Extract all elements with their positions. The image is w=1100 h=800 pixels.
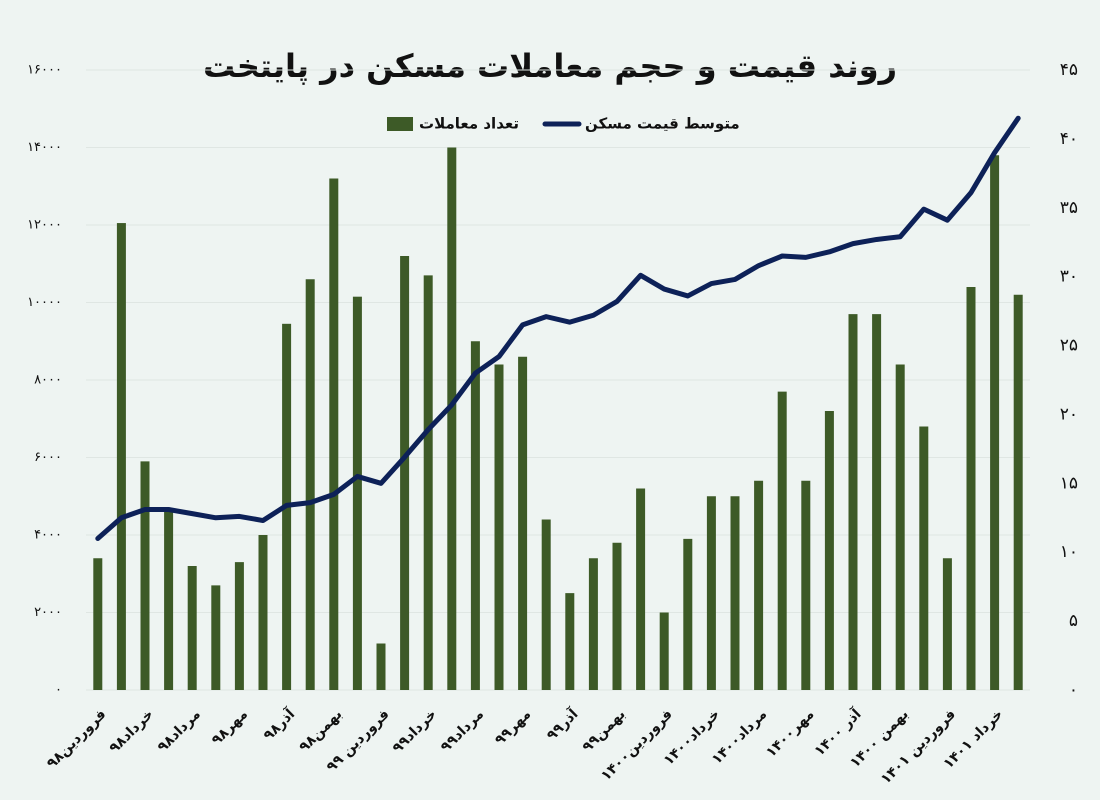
bar	[140, 461, 150, 690]
y-tick-label: ۱۰۰۰۰	[27, 295, 62, 310]
bar	[518, 356, 528, 690]
bar	[636, 488, 646, 690]
y-tick-label: ۰	[55, 683, 62, 698]
y2-tick-label: ۴۵	[1060, 60, 1078, 80]
x-tick-label: بهمن۹۸	[296, 706, 345, 755]
bar	[588, 558, 598, 690]
y2-tick-label: ۲۰	[1060, 404, 1078, 424]
bar	[93, 558, 103, 690]
bar	[1013, 294, 1023, 690]
x-tick-label: مهر۱۴۰۰	[763, 706, 817, 760]
y-tick-label: ۱۲۰۰۰	[27, 218, 62, 233]
bar	[754, 480, 764, 690]
bar	[872, 314, 882, 690]
bar	[895, 364, 905, 690]
bar	[541, 519, 551, 690]
bar	[612, 542, 622, 690]
y-tick-label: ۸۰۰۰	[34, 373, 62, 388]
legend-swatch	[387, 117, 413, 131]
bar	[352, 296, 362, 690]
bar	[329, 178, 339, 690]
bar	[919, 426, 929, 690]
y2-tick-label: ۳۵	[1060, 198, 1078, 218]
x-tick-label: مرداد۹۸	[155, 706, 204, 755]
y2-tick-label: ۳۰	[1060, 267, 1078, 287]
x-tick-label: آذر۹۸	[259, 704, 299, 744]
bar	[187, 566, 197, 690]
y2-tick-label: ۴۰	[1060, 129, 1078, 149]
bar	[305, 279, 315, 690]
bar	[730, 496, 740, 690]
bar	[423, 275, 433, 690]
x-tick-label: مرداد۹۹	[438, 706, 487, 755]
y-tick-label: ۱۶۰۰۰	[27, 63, 62, 78]
bar	[447, 147, 457, 690]
x-tick-label: مهر۹۹	[492, 706, 534, 748]
x-tick-label: فروردین۹۸	[44, 706, 110, 772]
bar	[400, 256, 410, 690]
bar	[966, 287, 976, 690]
bar	[848, 314, 858, 690]
x-tick-label: خرداد۹۸	[106, 706, 156, 756]
y2-tick-label: ۲۵	[1060, 336, 1078, 356]
y2-tick-label: ۵	[1069, 611, 1078, 631]
bar	[824, 411, 834, 690]
bar	[801, 480, 811, 690]
y-tick-label: ۴۰۰۰	[34, 528, 62, 543]
bar	[164, 511, 174, 690]
bar	[659, 612, 669, 690]
x-tick-label: آذر۹۹	[542, 704, 582, 744]
bar	[494, 364, 504, 690]
chart-title: روند قیمت و حجم معاملات مسکن در پایتخت	[203, 47, 897, 85]
y2-tick-label: ۱۰	[1060, 542, 1078, 562]
bar	[942, 558, 952, 690]
bar	[234, 562, 244, 690]
bar	[376, 643, 386, 690]
x-tick-label: بهمن۹۹	[579, 706, 628, 755]
y-tick-label: ۲۰۰۰	[34, 605, 62, 620]
bar	[565, 593, 575, 690]
y-tick-label: ۱۴۰۰۰	[27, 140, 62, 155]
bar	[258, 535, 268, 690]
y2-tick-label: ۰	[1069, 680, 1078, 700]
bar	[116, 223, 126, 690]
bar	[777, 391, 787, 690]
x-tick-label: خرداد۹۹	[390, 706, 440, 756]
line	[95, 115, 1021, 541]
x-tick-label: مهر۹۸	[209, 706, 251, 748]
bar	[683, 538, 693, 690]
bar	[990, 155, 1000, 690]
legend-label: تعداد معاملات	[419, 115, 519, 133]
bar	[706, 496, 716, 690]
y2-tick-label: ۱۵	[1060, 473, 1078, 493]
bar	[470, 341, 480, 690]
legend-label: متوسط قیمت مسکن	[585, 115, 740, 133]
bar	[211, 585, 221, 690]
y-tick-label: ۶۰۰۰	[34, 450, 62, 465]
